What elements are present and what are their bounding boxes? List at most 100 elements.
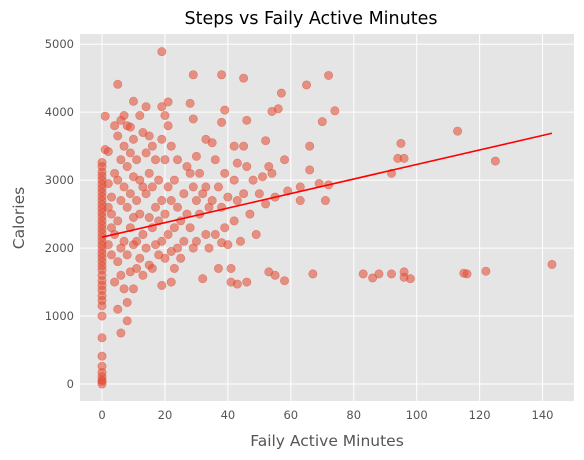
data-point [239,141,249,151]
y-tick-labels: 0 1000 2000 3000 4000 5000 [45,37,74,391]
data-point [157,196,167,206]
data-point [399,153,409,163]
data-point [195,168,205,178]
x-tick-label: 120 [469,408,491,422]
data-point [232,158,242,168]
data-point [226,263,236,273]
data-point [141,243,151,253]
data-point [324,70,334,80]
data-point [251,229,261,239]
data-point [113,79,123,89]
data-point [100,111,110,121]
data-point [223,192,233,202]
x-axis-label: Faily Active Minutes [250,432,404,450]
data-point [254,189,264,199]
data-point [147,141,157,151]
data-point [157,236,167,246]
data-point [295,196,305,206]
data-point [157,47,167,57]
data-points [97,47,557,389]
data-point [210,229,220,239]
data-point [128,96,138,106]
data-point [128,284,138,294]
data-point [125,148,135,158]
data-point [232,196,242,206]
data-point [188,70,198,80]
data-point [166,277,176,287]
data-point [399,267,409,277]
x-tick-label: 20 [158,408,173,422]
data-point [106,250,116,260]
data-point [151,202,161,212]
data-point [147,182,157,192]
data-point [302,80,312,90]
chart-title: Steps vs Faily Active Minutes [185,9,438,29]
data-point [453,126,463,136]
data-point [261,199,271,209]
data-point [157,280,167,290]
data-point [122,250,132,260]
y-tick-label: 4000 [45,105,74,119]
data-point [122,297,132,307]
y-tick-label: 5000 [45,37,74,51]
data-point [103,179,113,189]
data-point [132,155,142,165]
data-point [207,138,217,148]
data-point [245,209,255,219]
data-point [305,165,315,175]
data-point [135,209,145,219]
data-point [125,122,135,132]
y-tick-label: 3000 [45,173,74,187]
data-point [547,259,557,269]
data-point [169,175,179,185]
data-point [144,168,154,178]
data-point [113,257,123,267]
data-point [358,269,368,279]
data-point [97,361,107,371]
data-point [210,155,220,165]
data-point [232,279,242,289]
data-point [462,269,472,279]
data-point [135,253,145,263]
data-point [229,216,239,226]
data-point [213,263,223,273]
data-point [191,151,201,161]
data-point [405,274,415,284]
data-point [141,102,151,112]
x-tick-label: 100 [406,408,428,422]
data-point [119,111,129,121]
data-point [267,168,277,178]
data-point [239,189,249,199]
data-point [169,263,179,273]
x-tick-labels: 0 20 40 60 80 100 120 140 [98,408,553,422]
data-point [116,155,126,165]
data-point [295,182,305,192]
data-point [308,269,318,279]
data-point [217,70,227,80]
data-point [198,274,208,284]
x-tick-label: 80 [346,408,361,422]
data-point [138,229,148,239]
data-point [242,115,252,125]
data-point [280,155,290,165]
data-point [122,202,132,212]
data-point [160,253,170,263]
data-point [97,351,107,361]
data-point [191,236,201,246]
data-point [242,277,252,287]
data-point [261,136,271,146]
data-point [235,236,245,246]
data-point [163,229,173,239]
data-point [144,213,154,223]
data-point [97,157,107,167]
data-point [113,304,123,314]
data-point [169,223,179,233]
data-point [490,156,500,166]
data-point [160,209,170,219]
trend-line-group [101,132,553,238]
data-point [103,240,113,250]
data-point [188,114,198,124]
data-point [368,273,378,283]
data-point [132,263,142,273]
